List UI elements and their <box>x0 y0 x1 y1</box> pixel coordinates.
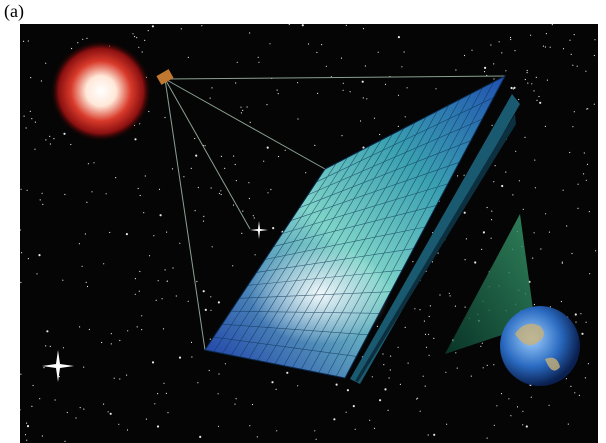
panel-grid <box>213 81 495 377</box>
sun <box>51 41 151 141</box>
panel-layers <box>350 94 520 384</box>
bright-stars <box>42 221 268 382</box>
satellite <box>156 69 174 85</box>
grid-lines <box>213 81 495 377</box>
figure-label: (a) <box>4 1 24 21</box>
earth <box>500 306 580 386</box>
tether-lines <box>164 75 506 351</box>
space-image <box>20 24 598 443</box>
continents <box>515 323 560 371</box>
panel-glow <box>250 244 390 344</box>
